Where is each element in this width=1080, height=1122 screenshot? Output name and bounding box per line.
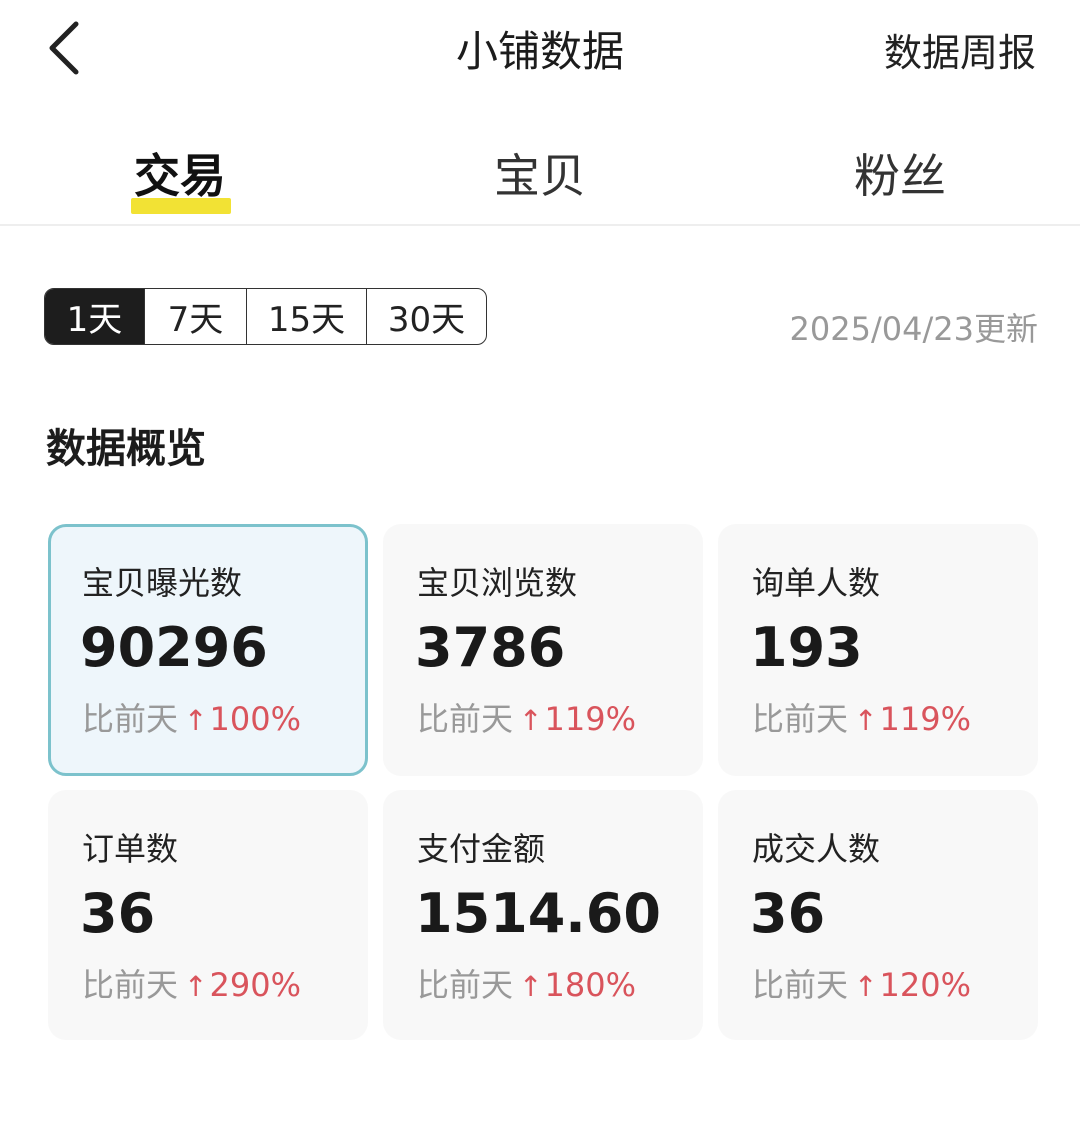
arrow-up-icon: ↑ <box>184 704 208 737</box>
tab-items[interactable]: 宝贝 <box>360 140 720 206</box>
range-1-day[interactable]: 1天 <box>45 289 145 344</box>
metric-comparison: 比前天 ↑290% <box>82 960 301 1006</box>
metric-value: 36 <box>750 882 826 945</box>
metric-label: 支付金额 <box>417 830 546 868</box>
change-percent: 119% <box>879 700 971 738</box>
change-percent: 100% <box>209 700 301 738</box>
chevron-left-icon[interactable] <box>44 20 84 76</box>
compare-label: 比前天 <box>82 700 179 738</box>
metric-label: 宝贝浏览数 <box>417 564 578 602</box>
metric-comparison: 比前天 ↑120% <box>752 960 971 1006</box>
arrow-up-icon: ↑ <box>519 970 543 1003</box>
metric-label: 成交人数 <box>752 830 881 868</box>
metric-comparison: 比前天 ↑119% <box>417 694 636 740</box>
page-title: 小铺数据 <box>455 27 624 76</box>
metric-card-item-views[interactable]: 宝贝浏览数 3786 比前天 ↑119% <box>383 524 703 776</box>
tab-bar: 交易 宝贝 粉丝 <box>0 120 1080 226</box>
metric-value: 90296 <box>80 616 268 679</box>
change-percent: 290% <box>209 966 301 1004</box>
section-title: 数据概览 <box>46 426 206 472</box>
updated-time: 2025/04/23更新 <box>789 310 1038 348</box>
metric-value: 193 <box>750 616 863 679</box>
header: 小铺数据 数据周报 <box>0 0 1080 100</box>
metric-card-item-exposure[interactable]: 宝贝曝光数 90296 比前天 ↑100% <box>48 524 368 776</box>
tab-label: 交易 <box>134 149 226 203</box>
active-tab-underline <box>131 198 231 214</box>
metric-label: 订单数 <box>82 830 179 868</box>
date-range-selector: 1天 7天 15天 30天 <box>44 288 487 345</box>
metric-value: 3786 <box>415 616 566 679</box>
metric-value: 36 <box>80 882 156 945</box>
range-7-days[interactable]: 7天 <box>145 289 247 344</box>
tab-label: 宝贝 <box>494 149 586 203</box>
metric-card-orders[interactable]: 订单数 36 比前天 ↑290% <box>48 790 368 1040</box>
metric-label: 宝贝曝光数 <box>82 564 243 602</box>
compare-label: 比前天 <box>752 966 849 1004</box>
metric-value: 1514.60 <box>415 882 661 945</box>
metric-label: 询单人数 <box>752 564 881 602</box>
metric-comparison: 比前天 ↑100% <box>82 694 301 740</box>
metric-card-buyers[interactable]: 成交人数 36 比前天 ↑120% <box>718 790 1038 1040</box>
range-15-days[interactable]: 15天 <box>247 289 367 344</box>
change-percent: 120% <box>879 966 971 1004</box>
arrow-up-icon: ↑ <box>854 704 878 737</box>
tab-label: 粉丝 <box>854 149 946 203</box>
weekly-report-button[interactable]: 数据周报 <box>883 31 1036 75</box>
metric-card-payment-amount[interactable]: 支付金额 1514.60 比前天 ↑180% <box>383 790 703 1040</box>
compare-label: 比前天 <box>417 700 514 738</box>
metric-comparison: 比前天 ↑180% <box>417 960 636 1006</box>
range-30-days[interactable]: 30天 <box>387 300 466 340</box>
metric-comparison: 比前天 ↑119% <box>752 694 971 740</box>
metric-card-inquiry-users[interactable]: 询单人数 193 比前天 ↑119% <box>718 524 1038 776</box>
tab-trade[interactable]: 交易 <box>0 140 360 214</box>
change-percent: 180% <box>544 966 636 1004</box>
compare-label: 比前天 <box>82 966 179 1004</box>
arrow-up-icon: ↑ <box>854 970 878 1003</box>
compare-label: 比前天 <box>752 700 849 738</box>
arrow-up-icon: ↑ <box>184 970 208 1003</box>
arrow-up-icon: ↑ <box>519 704 543 737</box>
compare-label: 比前天 <box>417 966 514 1004</box>
change-percent: 119% <box>544 700 636 738</box>
tab-fans[interactable]: 粉丝 <box>720 140 1080 206</box>
